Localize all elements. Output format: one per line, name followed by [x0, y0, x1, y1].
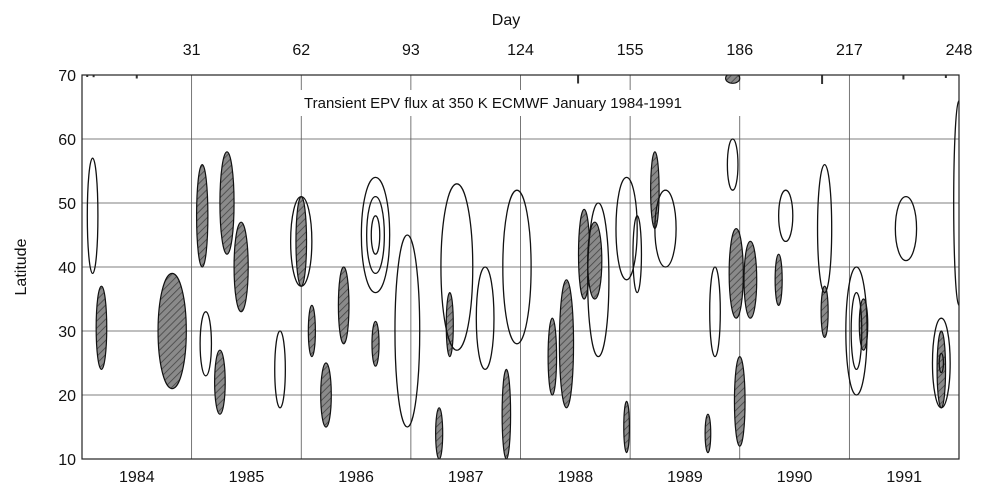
hatched-contour [725, 75, 741, 84]
y-tick-label: 20 [58, 388, 76, 405]
bottom-tick-label: 1985 [229, 469, 265, 486]
hatched-contour [445, 292, 454, 358]
hatched-contour [623, 400, 631, 454]
top-tick-label: 62 [292, 42, 310, 59]
line-contour [366, 195, 386, 275]
line-contour [394, 234, 421, 428]
top-axis-label: Day [492, 12, 520, 29]
line-contour [845, 266, 868, 396]
hatched-contour [558, 279, 575, 409]
top-edge-marks [86, 75, 947, 84]
hatched-contour [820, 285, 829, 338]
line-contour [615, 176, 638, 281]
top-tick-label: 31 [183, 42, 201, 59]
hatched-contour [936, 330, 947, 409]
line-contour [894, 195, 918, 262]
edge-mark [944, 75, 947, 78]
line-contour [587, 202, 610, 358]
top-tick-label: 124 [507, 42, 534, 59]
line-contour [370, 215, 381, 255]
contour-features [86, 75, 959, 459]
grid-lines [82, 75, 959, 459]
bottom-tick-label: 1984 [119, 469, 155, 486]
hatched-contour [704, 413, 712, 454]
top-tick-label: 217 [836, 42, 863, 59]
edge-mark [135, 75, 138, 79]
hatched-contour [307, 304, 316, 358]
y-tick-label: 40 [58, 260, 76, 277]
edge-mark [92, 75, 95, 78]
line-contour [654, 189, 677, 268]
chart-title: Transient EPV flux at 350 K ECMWF Januar… [304, 95, 682, 112]
top-tick-label: 93 [402, 42, 420, 59]
y-tick-label: 50 [58, 196, 76, 213]
edge-mark [821, 75, 824, 84]
top-tick-label: 155 [617, 42, 644, 59]
y-axis-label: Latitude [13, 238, 30, 295]
hatched-contour [337, 266, 350, 345]
hatched-contour [214, 349, 226, 415]
hatched-contour [95, 285, 108, 370]
y-tick-label: 60 [58, 132, 76, 149]
top-tick-label: 186 [726, 42, 753, 59]
line-contour [726, 138, 739, 191]
hatched-contour [320, 362, 332, 428]
line-contour [777, 189, 794, 243]
hatched-contour [501, 368, 512, 459]
hatched-contour [157, 272, 187, 390]
line-contour [938, 352, 945, 374]
line-contour [86, 157, 99, 275]
bottom-tick-label: 1990 [777, 469, 813, 486]
title-background [228, 90, 758, 116]
line-contour [931, 317, 951, 409]
line-contour [440, 183, 474, 351]
bottom-tick-label: 1991 [886, 469, 922, 486]
top-tick-label: 248 [946, 42, 973, 59]
bottom-tick-label: 1989 [667, 469, 703, 486]
line-contour [360, 176, 391, 294]
hatched-contour [295, 195, 308, 287]
y-tick-label: 70 [58, 68, 76, 85]
hatched-contour [195, 164, 209, 268]
hatched-contour [774, 253, 783, 306]
line-contour [709, 266, 721, 358]
line-contour [632, 215, 643, 294]
line-contour [289, 195, 313, 287]
hatched-contour [435, 407, 444, 459]
line-contour [475, 266, 495, 371]
y-tick-label: 10 [58, 452, 76, 469]
hatched-contour [728, 227, 744, 319]
line-contour [502, 189, 532, 345]
hatched-contour [547, 317, 558, 396]
line-contour [816, 163, 833, 294]
bottom-tick-label: 1988 [558, 469, 594, 486]
hatched-contour [219, 151, 235, 255]
line-contour [274, 330, 286, 409]
hatched-contour [371, 320, 380, 367]
y-tick-label: 30 [58, 324, 76, 341]
line-contour [850, 291, 863, 371]
hatched-contour [233, 221, 249, 313]
line-contour [199, 311, 213, 377]
bottom-tick-label: 1986 [338, 469, 374, 486]
y-tick-labels: 10 20 30 40 50 60 70 [58, 68, 76, 469]
edge-mark [577, 75, 580, 84]
edge-mark [86, 75, 89, 77]
hatched-contour [733, 356, 746, 447]
plot-frame [81, 74, 960, 460]
bottom-tick-label: 1987 [448, 469, 484, 486]
bottom-tick-labels: 1984 1985 1986 1987 1988 1989 1990 1991 [119, 469, 922, 486]
edge-mark [902, 75, 905, 80]
hatched-contour [743, 240, 758, 319]
top-tick-labels: 31 62 93 124 155 186 217 248 [183, 42, 973, 59]
